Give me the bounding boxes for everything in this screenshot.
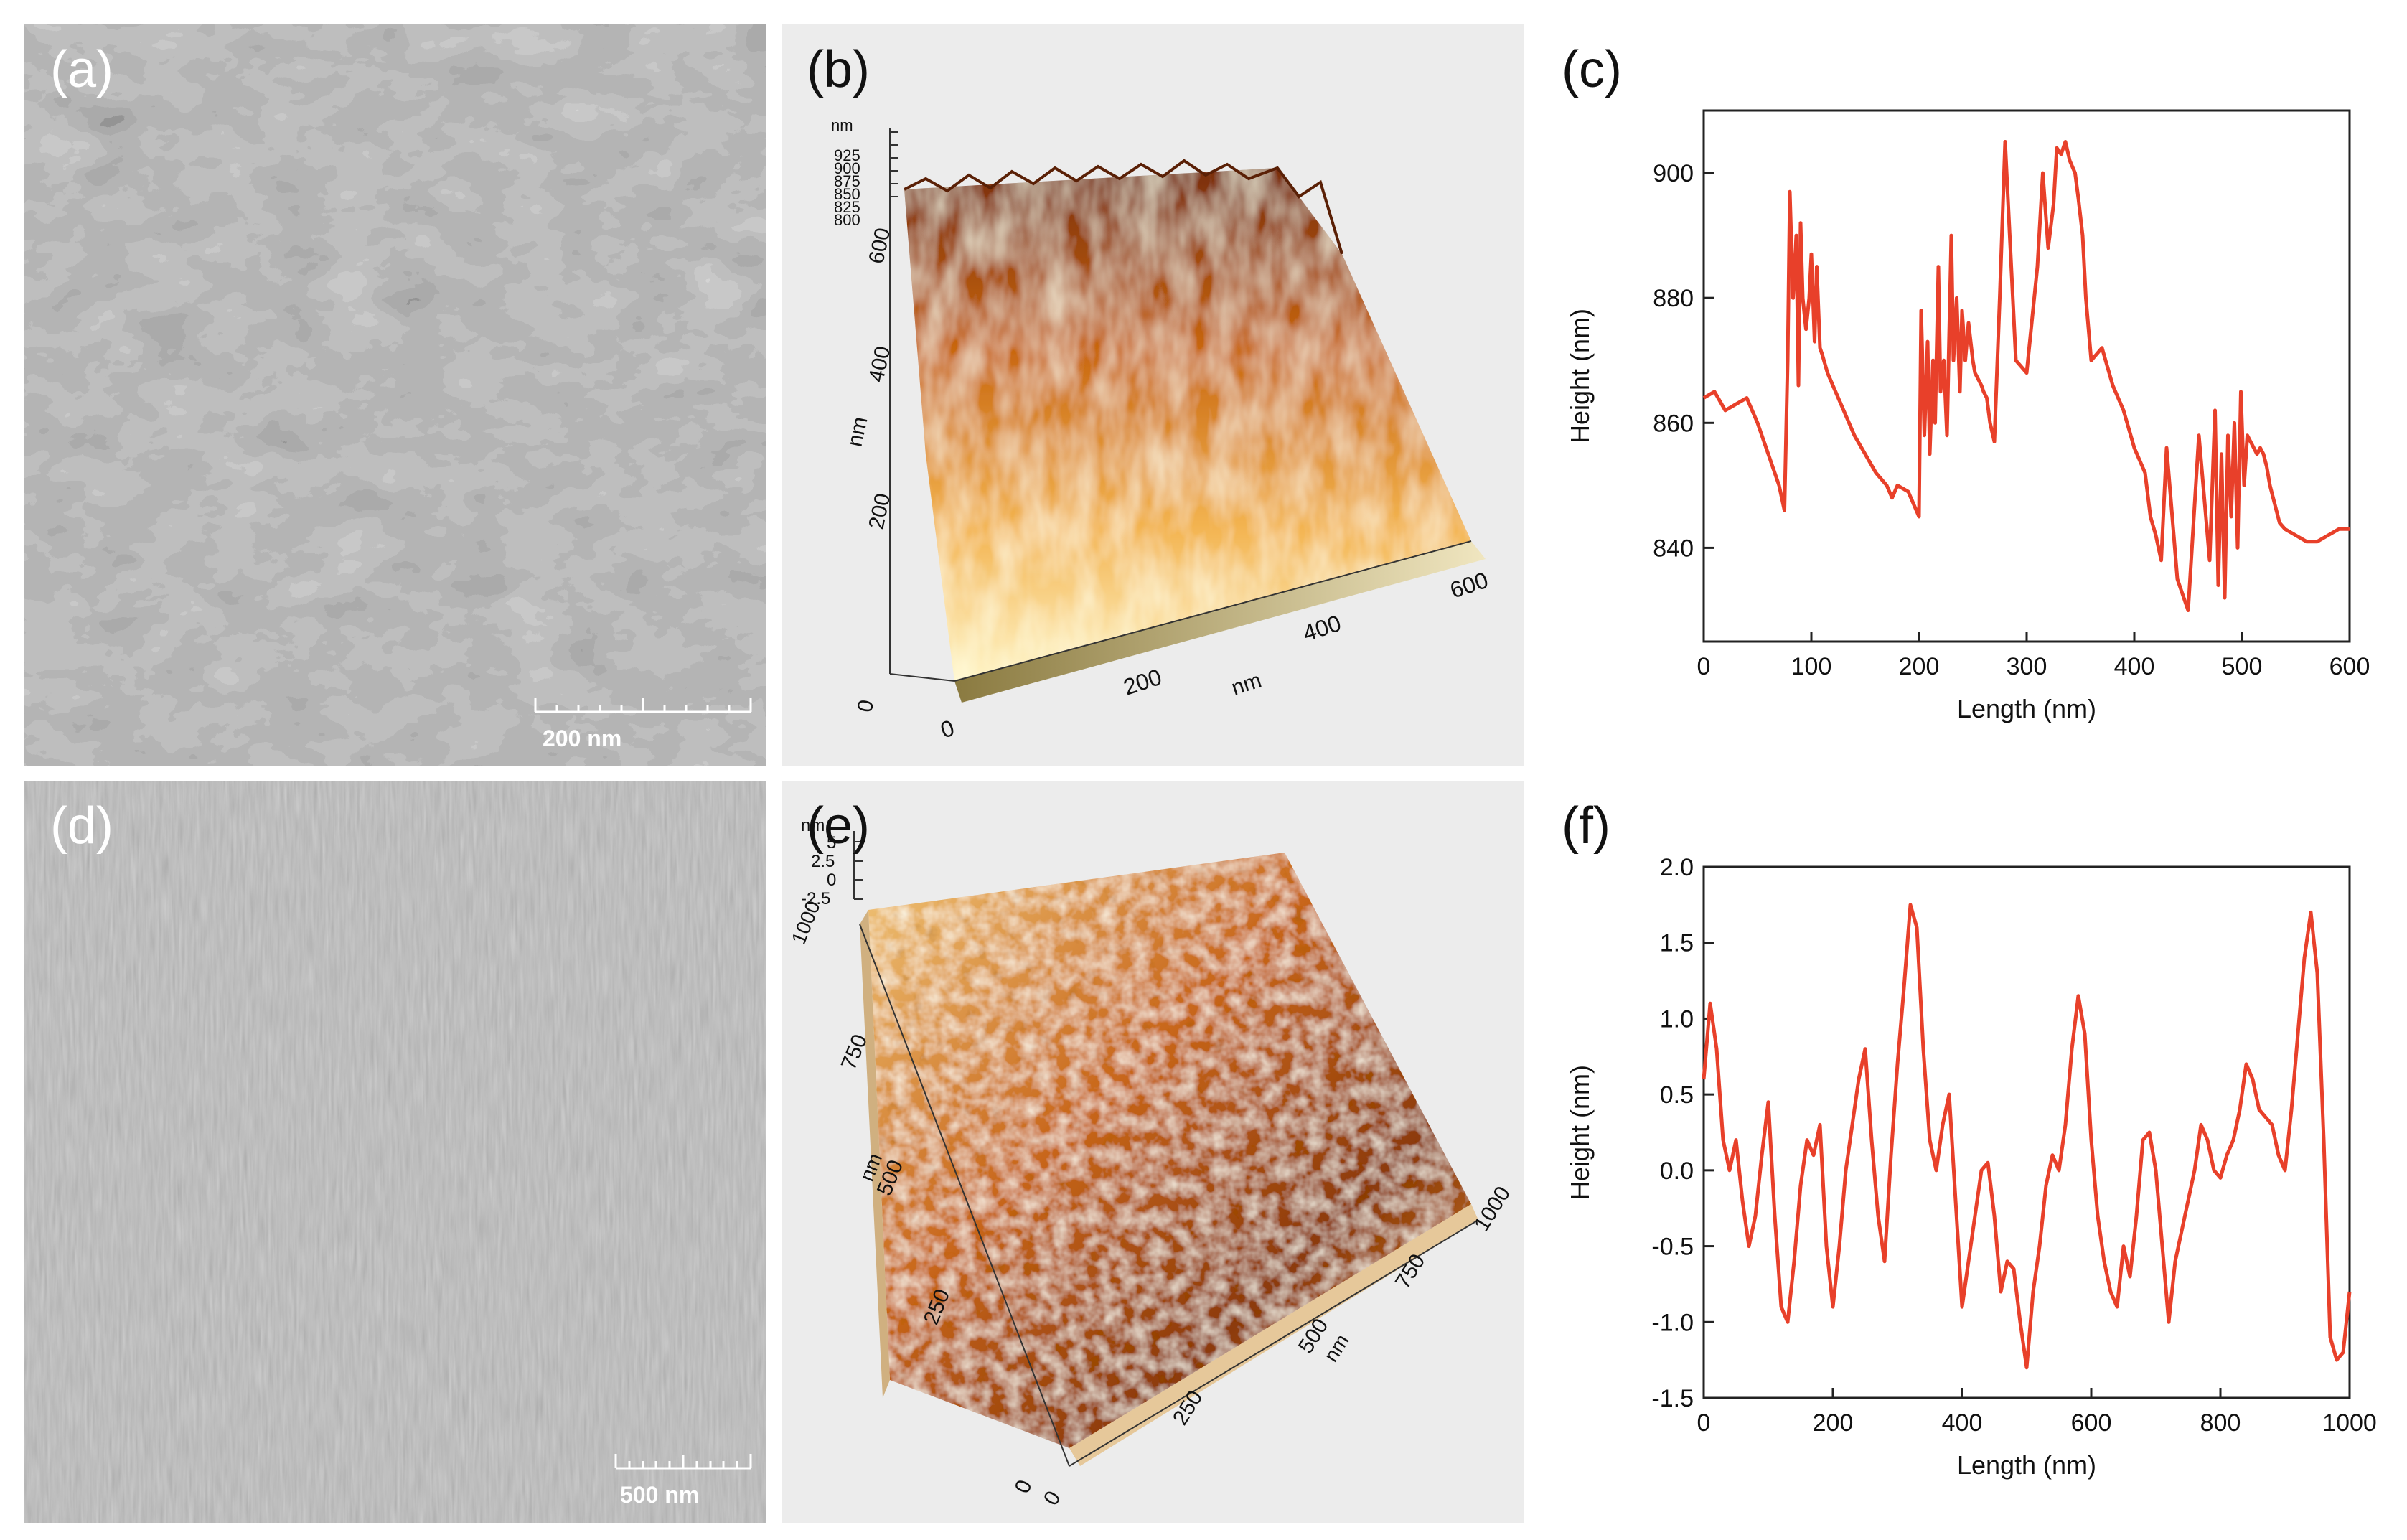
y-tick-e-4: 0 (1010, 1477, 1037, 1497)
afm-3d-e: nm 5 2.5 0 -2.5 1000 750 500 nm 250 0 0 … (782, 781, 1524, 1523)
x-tick-b-0: 0 (937, 715, 957, 743)
sem-texture-d: 500 nm (24, 781, 766, 1523)
y-tick-label: 880 (1653, 285, 1694, 312)
z-tick-b-4: 825 (834, 198, 860, 216)
sem-image-d: 500 nm (d) (24, 781, 766, 1523)
y-tick-label: -0.5 (1651, 1234, 1694, 1261)
sem-texture-a: 200 nm (24, 24, 766, 766)
y-tick-label: -1.0 (1651, 1309, 1694, 1336)
x-tick-label: 0 (1697, 653, 1711, 680)
height-profile-line (1702, 140, 2350, 612)
panel-label-a: (a) (50, 41, 113, 98)
x-tick-label: 400 (2114, 653, 2155, 680)
chart-panel-c: 0 100 200 300 400 500 600 840 860 880 900 Length (n… (1539, 24, 2393, 766)
x-tick-b-2: 400 (1300, 610, 1344, 647)
x-tick-label: 400 (1942, 1409, 1983, 1437)
y-tick-label: 2.0 (1660, 854, 1694, 881)
x-tick-label: 600 (2329, 653, 2370, 680)
line-chart-c: 0 100 200 300 400 500 600 840 860 880 900 Length (n… (1565, 109, 2370, 723)
z-tick-b-5: 800 (834, 211, 860, 229)
scale-bar-label-a: 200 nm (543, 726, 621, 751)
z-unit-b: nm (831, 116, 853, 134)
panel-label-b: (b) (807, 41, 870, 98)
y-tick-b-3: 0 (853, 698, 879, 714)
panel-label-e: (e) (807, 797, 870, 855)
y-tick-label: 860 (1653, 410, 1694, 437)
x-tick-label: 1000 (2322, 1409, 2377, 1437)
x-tick-b-1: 200 (1120, 664, 1165, 700)
x-tick-e-4: 1000 (1470, 1183, 1515, 1236)
y-tick-e-0: 1000 (787, 898, 825, 947)
z-tick-e-0: 5 (827, 833, 836, 853)
x-tick-label: 300 (2007, 653, 2047, 680)
z-tick-e-2: 0 (827, 870, 836, 890)
x-tick-e-0: 0 (1039, 1487, 1066, 1510)
x-tick-label: 200 (1899, 653, 1940, 680)
y-tick-label: -1.5 (1651, 1385, 1694, 1412)
height-profile-line (1702, 903, 2352, 1370)
afm-surface-e: nm 5 2.5 0 -2.5 1000 750 500 nm 250 0 0 … (787, 816, 1515, 1510)
panel-label-d: (d) (50, 797, 113, 855)
y-tick-label: 0.5 (1660, 1081, 1694, 1109)
plot-frame (1702, 109, 2351, 643)
z-tick-e-1: 2.5 (811, 852, 835, 871)
x-tick-b-3: 600 (1447, 567, 1491, 604)
y-tick-label: 840 (1653, 535, 1694, 562)
z-tick-b-0: 925 (834, 146, 860, 164)
x-tick-label: 100 (1791, 653, 1832, 680)
panel-label-f: (f) (1562, 797, 1610, 855)
plot-frame (1702, 865, 2351, 1399)
x-tick-label: 500 (2222, 653, 2263, 680)
afm-3d-b: nm 925 900 875 850 825 800 600 400 nm 20… (782, 24, 1524, 766)
afm-surface-b: nm 925 900 875 850 825 800 600 400 nm 20… (831, 116, 1491, 743)
y-axis-label: Height (nm) (1565, 309, 1595, 443)
x-tick-label: 200 (1813, 1409, 1854, 1437)
chart-panel-f: 0 200 400 600 800 1000 -1.5 -1.0 -0.5 0.0 0.5 1.0 1.… (1539, 781, 2393, 1523)
z-tick-b-1: 900 (834, 159, 860, 177)
x-axis-label: Length (nm) (1957, 1450, 2096, 1480)
y-tick-label: 900 (1653, 160, 1694, 187)
scale-bar-d (614, 1454, 752, 1470)
x-tick-label: 800 (2200, 1409, 2241, 1437)
scale-bar-a (534, 698, 752, 713)
z-unit-e: nm (801, 816, 825, 835)
y-tick-label: 1.5 (1660, 930, 1694, 957)
z-tick-b-2: 875 (834, 172, 860, 190)
x-tick-label: 0 (1697, 1409, 1711, 1437)
x-unit-b: nm (1229, 668, 1265, 700)
sem-image-a: 200 nm (a) (24, 24, 766, 766)
y-axis-label: Height (nm) (1565, 1065, 1595, 1200)
z-tick-b-3: 850 (834, 185, 860, 203)
x-tick-label: 600 (2071, 1409, 2112, 1437)
y-tick-label: 1.0 (1660, 1005, 1694, 1033)
panel-label-c: (c) (1562, 41, 1622, 98)
y-unit-b: nm (843, 415, 873, 449)
z-tick-e-3: -2.5 (801, 889, 830, 908)
scale-bar-label-d: 500 nm (620, 1482, 699, 1508)
line-chart-f: 0 200 400 600 800 1000 -1.5 -1.0 -0.5 0.0 0.5 1.0 1.… (1565, 854, 2377, 1480)
y-tick-label: 0.0 (1660, 1158, 1694, 1185)
x-axis-label: Length (nm) (1957, 694, 2096, 723)
